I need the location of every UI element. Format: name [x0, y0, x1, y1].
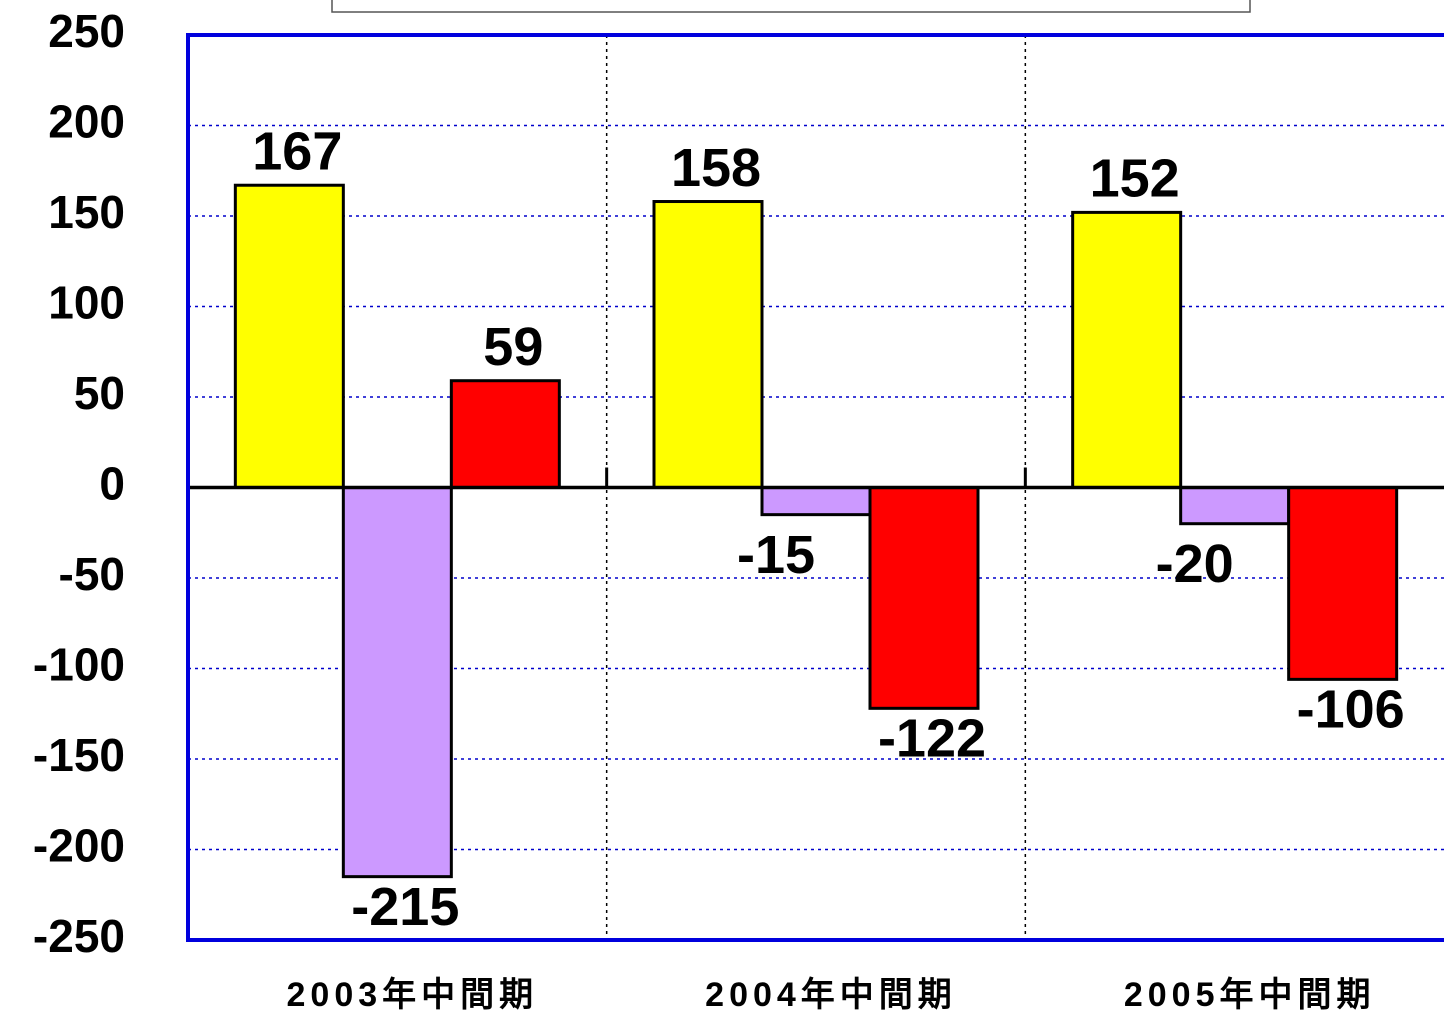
y-tick-label: -50 — [59, 548, 125, 600]
bar — [652, 200, 764, 490]
header-box — [331, 0, 1251, 13]
data-label: -106 — [1297, 680, 1405, 740]
y-tick-label: -200 — [33, 820, 125, 872]
data-label: 158 — [671, 138, 761, 198]
x-tick-label: 2005年中間期 — [1124, 976, 1376, 1014]
y-tick-label: 200 — [48, 96, 125, 148]
bar — [1179, 486, 1291, 526]
bar — [868, 486, 980, 710]
bar — [341, 486, 453, 879]
data-label: 152 — [1090, 149, 1180, 209]
y-tick-label: 50 — [74, 367, 125, 419]
y-tick-label: 0 — [99, 458, 125, 510]
y-tick-label: -250 — [33, 910, 125, 962]
data-label: -215 — [351, 877, 459, 937]
y-tick-label: 100 — [48, 277, 125, 329]
bar — [233, 183, 345, 489]
y-tick-label: 250 — [48, 5, 125, 57]
data-label: 167 — [252, 121, 342, 181]
y-tick-label: -150 — [33, 729, 125, 781]
y-tick-label: 150 — [48, 186, 125, 238]
bar — [760, 486, 872, 517]
bar — [449, 379, 561, 489]
data-label: -15 — [737, 525, 815, 585]
y-tick-label: -100 — [33, 639, 125, 691]
bar — [1287, 486, 1399, 681]
bar — [1071, 210, 1183, 489]
data-label: -20 — [1156, 534, 1234, 594]
x-tick-label: 2003年中間期 — [287, 976, 539, 1014]
x-tick-label: 2004年中間期 — [705, 976, 957, 1014]
data-label: 59 — [483, 317, 543, 377]
plot-frame — [186, 33, 1444, 942]
data-label: -122 — [878, 709, 986, 769]
